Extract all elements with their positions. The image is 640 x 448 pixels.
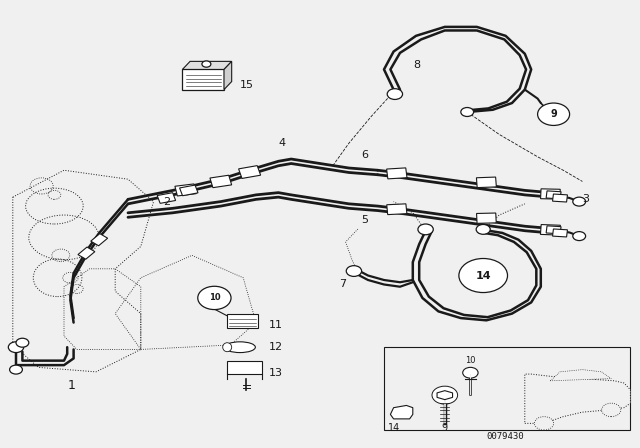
Text: 7: 7 bbox=[339, 280, 346, 289]
Circle shape bbox=[476, 224, 490, 234]
Text: 1: 1 bbox=[67, 379, 75, 392]
Bar bbox=[387, 168, 407, 179]
Text: 13: 13 bbox=[269, 368, 283, 378]
Text: 15: 15 bbox=[240, 80, 254, 90]
Text: 5: 5 bbox=[362, 215, 369, 224]
Circle shape bbox=[202, 61, 211, 67]
Text: 12: 12 bbox=[269, 342, 283, 352]
Circle shape bbox=[534, 417, 554, 430]
Bar bbox=[546, 191, 561, 199]
Circle shape bbox=[8, 342, 24, 353]
Text: 14: 14 bbox=[387, 423, 400, 433]
Polygon shape bbox=[224, 61, 232, 90]
Circle shape bbox=[602, 403, 621, 417]
Text: 4: 4 bbox=[278, 138, 285, 148]
Circle shape bbox=[418, 224, 433, 235]
Bar bbox=[540, 224, 561, 235]
Polygon shape bbox=[437, 391, 452, 400]
Polygon shape bbox=[550, 370, 611, 381]
Text: 9: 9 bbox=[442, 423, 448, 433]
Bar bbox=[541, 189, 560, 199]
Bar bbox=[157, 193, 175, 203]
Circle shape bbox=[432, 386, 458, 404]
Circle shape bbox=[387, 89, 403, 99]
Circle shape bbox=[538, 103, 570, 125]
Bar bbox=[182, 69, 224, 90]
Bar bbox=[552, 194, 568, 202]
Circle shape bbox=[198, 286, 231, 310]
Bar bbox=[546, 226, 561, 234]
Bar bbox=[239, 166, 260, 178]
Text: 10: 10 bbox=[465, 356, 476, 365]
Text: 3: 3 bbox=[582, 194, 589, 204]
Bar bbox=[384, 347, 630, 430]
Circle shape bbox=[346, 266, 362, 276]
Ellipse shape bbox=[223, 343, 232, 352]
Bar bbox=[477, 213, 496, 224]
Circle shape bbox=[459, 258, 508, 293]
Bar bbox=[227, 361, 262, 374]
Bar bbox=[387, 204, 407, 215]
Circle shape bbox=[463, 367, 478, 378]
Polygon shape bbox=[390, 405, 413, 419]
Bar bbox=[180, 185, 198, 196]
Circle shape bbox=[461, 108, 474, 116]
Text: 2: 2 bbox=[163, 197, 170, 207]
Bar bbox=[210, 175, 232, 188]
Polygon shape bbox=[525, 374, 630, 423]
Text: 6: 6 bbox=[362, 150, 369, 159]
Text: 0079430: 0079430 bbox=[487, 432, 524, 441]
Circle shape bbox=[10, 365, 22, 374]
Text: 9: 9 bbox=[550, 109, 557, 119]
Text: 8: 8 bbox=[413, 60, 420, 70]
Circle shape bbox=[16, 338, 29, 347]
Text: 14: 14 bbox=[476, 271, 491, 280]
Text: 10: 10 bbox=[209, 293, 220, 302]
Circle shape bbox=[573, 197, 586, 206]
Text: 11: 11 bbox=[269, 320, 283, 330]
Ellipse shape bbox=[225, 342, 255, 353]
Bar bbox=[476, 177, 497, 188]
Bar bbox=[91, 233, 108, 246]
Bar bbox=[227, 314, 258, 328]
Circle shape bbox=[573, 232, 586, 241]
Bar bbox=[175, 184, 196, 196]
Bar bbox=[78, 247, 95, 259]
Polygon shape bbox=[182, 61, 232, 69]
Bar bbox=[552, 229, 568, 237]
